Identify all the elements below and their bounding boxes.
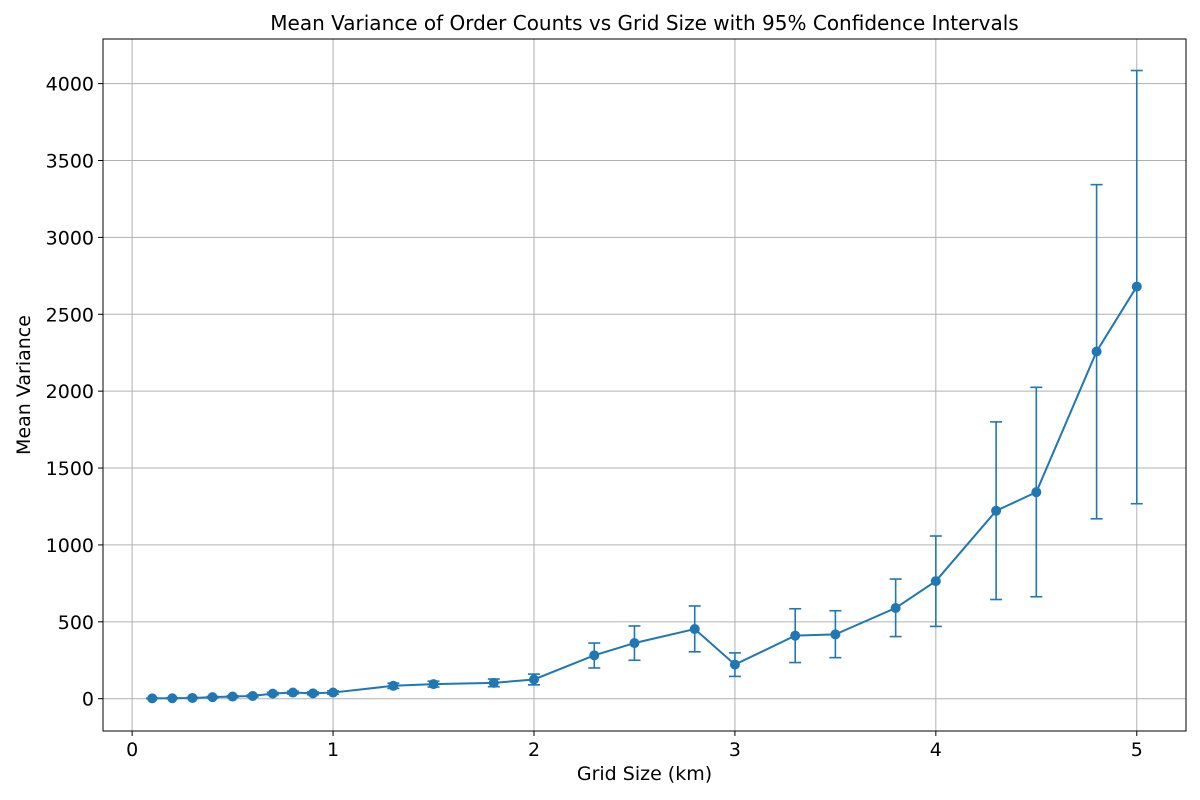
x-tick-label: 4 [930,739,942,761]
data-point [689,624,700,635]
data-point [147,693,158,704]
data-point [287,687,298,698]
data-point [589,650,600,661]
y-tick-label: 3000 [46,227,94,249]
plot-frame [102,38,1187,732]
chart-title: Mean Variance of Order Counts vs Grid Si… [270,11,1018,35]
x-tick-label: 2 [528,739,540,761]
data-point [388,680,399,691]
x-axis: 0 1 2 3 4 5 [126,731,1143,761]
data-point [930,576,941,587]
y-tick-label: 1000 [46,535,94,557]
data-point [267,688,278,699]
y-tick-label: 2500 [46,304,94,326]
data-point [167,693,178,704]
y-axis-label: Mean Variance [13,315,35,455]
x-tick-label: 0 [126,739,138,761]
data-point [830,629,841,640]
data-point [729,659,740,670]
y-tick-label: 4000 [46,74,94,96]
data-point [528,674,539,685]
data-point [1031,487,1042,498]
data-point [790,630,801,641]
data-point [428,679,439,690]
data-point [890,602,901,613]
x-tick-label: 5 [1131,739,1143,761]
data-point [307,688,318,699]
y-tick-label: 1500 [46,458,94,480]
series [146,69,1143,704]
data-point [247,690,258,701]
y-tick-label: 3500 [46,150,94,172]
data-point [328,687,339,698]
y-tick-label: 2000 [46,381,94,403]
data-point [1131,281,1142,292]
y-tick-label: 0 [82,689,94,711]
x-tick-label: 3 [729,739,741,761]
data-point [629,638,640,649]
x-axis-label: Grid Size (km) [577,763,712,785]
data-point [227,691,238,702]
data-point [187,692,198,703]
x-tick-label: 1 [327,739,339,761]
data-point [991,505,1002,516]
data-point [1091,346,1102,357]
series-layer [146,69,1143,704]
data-point [488,677,499,688]
y-axis: 0 500 1000 1500 2000 2500 3000 3500 4000 [46,74,103,711]
data-point [207,692,218,703]
y-tick-label: 500 [58,612,94,634]
